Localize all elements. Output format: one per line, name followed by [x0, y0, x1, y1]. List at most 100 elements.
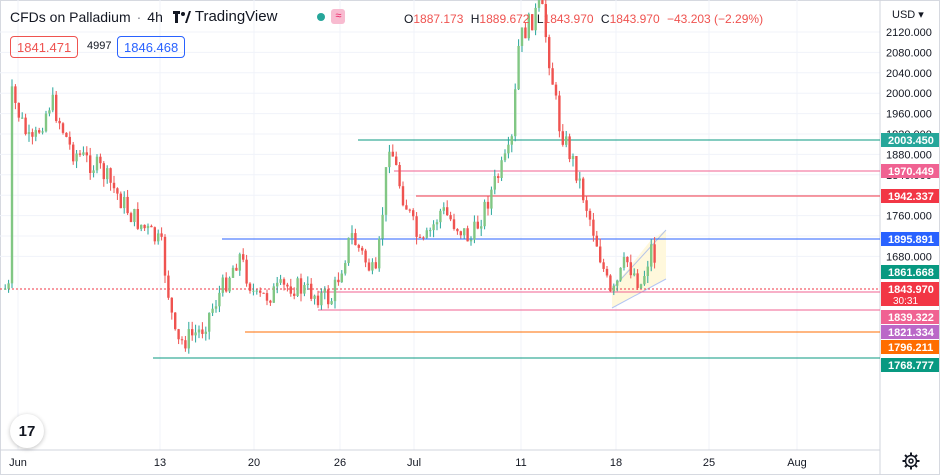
symbol-name[interactable]: CFDs on Palladium	[10, 8, 131, 25]
candle-body	[330, 301, 333, 305]
candle-body	[622, 256, 626, 268]
candle-body	[306, 283, 309, 286]
candle-body	[61, 123, 65, 133]
change-value: −43.203 (−2.29%)	[667, 12, 764, 26]
candle-body	[279, 279, 282, 283]
candle-body	[493, 176, 496, 190]
buy-button[interactable]: 1846.468	[117, 36, 186, 58]
candle-body	[48, 110, 51, 114]
candle-body	[395, 156, 398, 165]
candle-body	[565, 136, 568, 145]
candle-body	[497, 176, 500, 178]
candle-body	[466, 228, 469, 242]
price-label-text: 1839.322	[888, 312, 934, 324]
candle-body	[191, 329, 194, 336]
candle-body	[354, 233, 357, 246]
candle-body	[486, 201, 490, 209]
candle-body	[415, 216, 418, 237]
candle-body	[272, 286, 275, 303]
candle-body	[476, 221, 479, 229]
candle-body	[337, 279, 340, 283]
candle-body	[109, 168, 112, 183]
interval-label[interactable]: 4h	[147, 8, 163, 25]
tradingview-logo-icon: 17	[18, 422, 36, 440]
ohlc-readout: O1887.173 H1889.672 L1843.970 C1843.970 …	[404, 12, 764, 26]
candle-body	[551, 68, 554, 85]
candle-body	[225, 277, 228, 292]
candle-body	[289, 286, 292, 294]
indicator-badge[interactable]: ≈	[331, 9, 346, 24]
candle-body	[85, 152, 88, 156]
tradingview-corner-logo[interactable]: 17	[10, 414, 44, 448]
candle-body	[391, 151, 394, 157]
candle-body	[296, 278, 299, 296]
candle-body	[10, 86, 14, 284]
candle-body	[333, 279, 337, 302]
candle-body	[75, 153, 78, 162]
candle-body	[146, 225, 150, 229]
candle-body	[99, 156, 102, 164]
candle-body	[4, 288, 7, 290]
candle-body	[282, 279, 286, 285]
y-tick-label: 2000.000	[886, 88, 932, 100]
candle-body	[106, 168, 109, 180]
candle-body	[102, 163, 105, 180]
candle-body	[633, 273, 636, 276]
candle-body	[347, 237, 350, 264]
candle-body	[313, 295, 316, 299]
candle-body	[187, 329, 190, 349]
candle-body	[143, 224, 146, 229]
candle-body	[507, 144, 510, 154]
x-tick-label: Jul	[407, 457, 421, 469]
x-tick-label: 18	[610, 457, 622, 469]
currency-selector[interactable]: USD ▾	[892, 9, 924, 21]
y-tick-label: 2040.000	[886, 68, 932, 80]
candle-body	[228, 277, 231, 292]
candle-body	[558, 95, 561, 132]
candle-body	[639, 284, 643, 289]
candle-body	[89, 155, 92, 173]
candle-body	[541, 0, 544, 5]
price-label-tag	[881, 265, 939, 279]
candle-body	[184, 340, 187, 349]
gear-icon[interactable]	[902, 452, 920, 470]
candle-body	[167, 275, 170, 298]
candle-body	[31, 132, 34, 137]
candle-body	[344, 263, 347, 274]
candle-body	[510, 136, 513, 145]
candle-body	[204, 331, 207, 334]
candle-body	[123, 196, 126, 209]
candle-body	[422, 237, 425, 239]
tradingview-brand: TradingView	[172, 8, 277, 25]
price-label-text: 1796.211	[888, 342, 933, 354]
candle-body	[582, 178, 585, 201]
candle-body	[126, 196, 129, 214]
candle-body	[242, 254, 245, 260]
y-tick-label: 1880.000	[886, 149, 932, 161]
price-label-tag	[881, 282, 939, 306]
candle-body	[616, 280, 619, 286]
candle-body	[554, 84, 558, 96]
open-value: 1887.173	[413, 12, 464, 26]
candle-body	[412, 210, 415, 217]
high-value: 1889.672	[479, 12, 530, 26]
candle-body	[439, 210, 442, 223]
candle-body	[646, 266, 649, 277]
candle-body	[357, 245, 360, 248]
candle-body	[316, 295, 320, 306]
candle-body	[34, 130, 37, 137]
candle-body	[432, 224, 435, 231]
candle-body	[374, 262, 377, 269]
tradingview-logo-icon	[172, 10, 191, 23]
x-tick-label: 20	[248, 457, 260, 469]
candle-body	[605, 268, 609, 276]
candle-body	[92, 170, 95, 173]
candle-body	[527, 14, 530, 39]
y-tick-label: 2080.000	[886, 47, 932, 59]
candle-body	[201, 329, 204, 334]
sell-button[interactable]: 1841.471	[10, 36, 79, 58]
candle-body	[459, 231, 462, 236]
candle-body	[609, 275, 612, 292]
candle-body	[537, 0, 541, 8]
